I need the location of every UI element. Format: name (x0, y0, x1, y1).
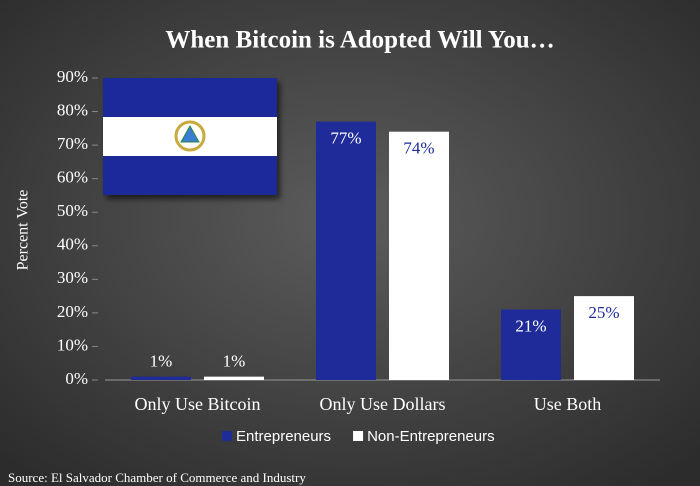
x-tick-label: Only Use Bitcoin (135, 394, 261, 414)
x-tick-label: Only Use Dollars (320, 394, 446, 414)
legend-label: Entrepreneurs (236, 428, 331, 445)
bar (131, 376, 191, 380)
value-label: 77% (330, 129, 361, 148)
bar (389, 131, 449, 380)
bar (574, 296, 634, 380)
value-label: 1% (223, 352, 246, 371)
y-tick-label: 30% (57, 268, 88, 287)
legend-label: Non-Entrepreneurs (367, 428, 495, 445)
legend-swatch (353, 431, 364, 441)
chart-title: When Bitcoin is Adopted Will You… (165, 27, 554, 54)
source: Source: El Salvador Chamber of Commerce … (8, 470, 306, 485)
flag-stripe (103, 78, 277, 117)
value-label: 25% (588, 303, 619, 322)
x-tick-label: Use Both (534, 394, 602, 414)
value-label: 1% (150, 352, 173, 371)
y-tick-label: 70% (57, 134, 88, 153)
flag-emblem (180, 124, 200, 143)
bar (204, 376, 264, 380)
y-tick-label: 60% (57, 168, 88, 187)
y-tick-label: 50% (57, 201, 88, 220)
y-axis-label: Percent Vote (15, 190, 32, 271)
bar (501, 309, 561, 380)
legend-swatch (222, 431, 232, 441)
value-label: 21% (515, 316, 546, 335)
flag-stripe (103, 156, 277, 195)
bar (316, 121, 376, 380)
y-tick-label: 90% (57, 67, 88, 86)
flag-emblem (174, 120, 206, 152)
y-tick-label: 10% (57, 335, 88, 354)
flag (103, 78, 277, 195)
y-tick-label: 20% (57, 302, 88, 321)
y-tick-label: 40% (57, 235, 88, 254)
y-tick-label: 80% (57, 100, 88, 119)
value-label: 74% (403, 139, 434, 158)
y-tick-label: 0% (65, 369, 88, 388)
